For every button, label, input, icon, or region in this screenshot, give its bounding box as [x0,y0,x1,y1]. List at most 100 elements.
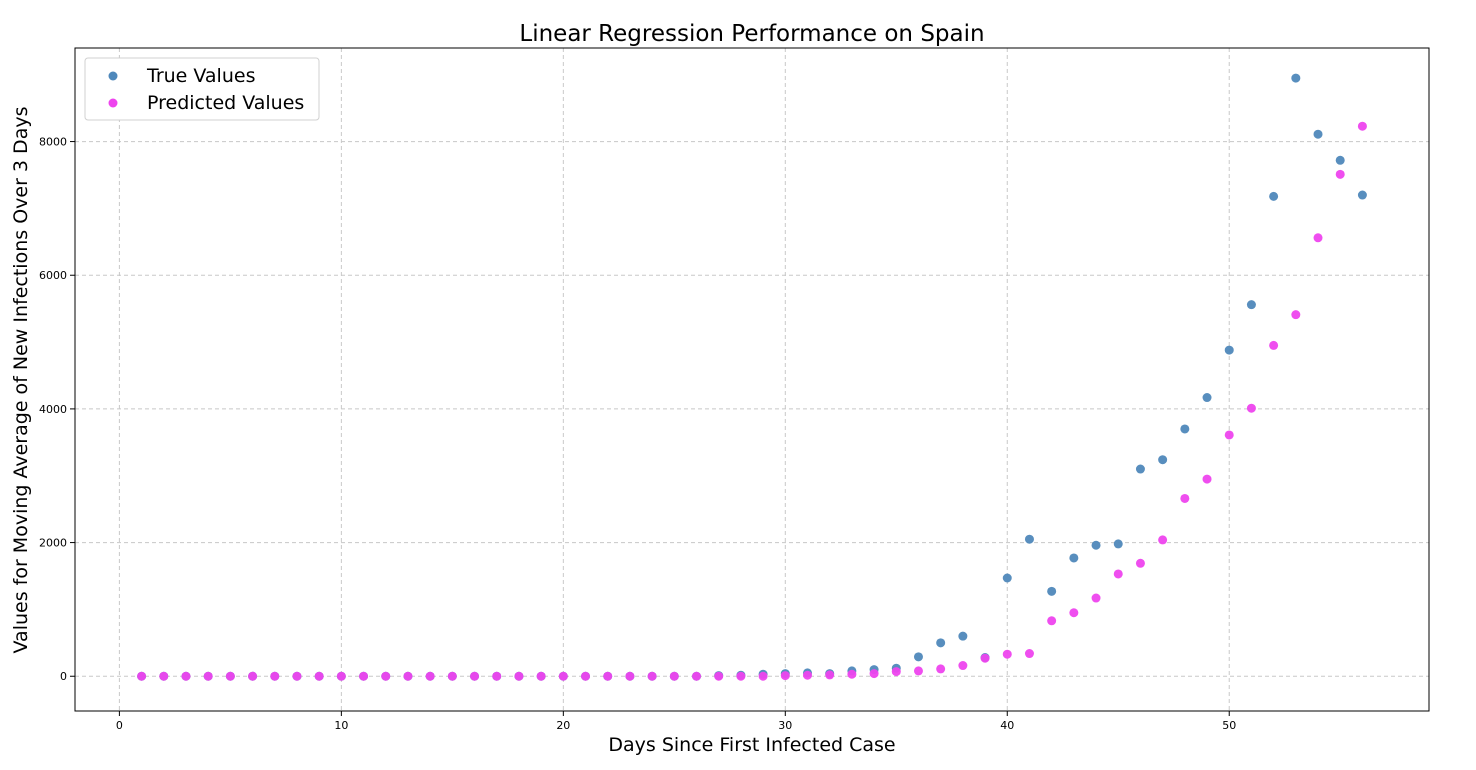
point-predicted-values [403,671,413,681]
point-predicted-values [1313,233,1323,243]
point-predicted-values [1158,535,1168,545]
point-predicted-values [203,671,213,681]
point-predicted-values [248,671,258,681]
point-predicted-values [758,671,768,681]
point-predicted-values [1357,121,1367,131]
chart-title: Linear Regression Performance on Spain [519,21,984,47]
y-tick-label: 8000 [39,136,67,149]
point-predicted-values [1135,558,1145,568]
point-predicted-values [625,671,635,681]
point-true-values [958,631,968,641]
point-predicted-values [181,671,191,681]
legend-marker-true-values [108,71,118,81]
point-predicted-values [1113,569,1123,579]
point-predicted-values [447,671,457,681]
point-predicted-values [958,661,968,671]
x-axis-label: Days Since First Infected Case [608,734,895,756]
axis-ticks: 0 10 20 30 40 50 0 2000 4000 6000 8000 [39,136,1236,732]
point-true-values [1047,586,1057,596]
y-tick-label: 6000 [39,269,67,282]
point-predicted-values [581,671,591,681]
point-predicted-values [137,671,147,681]
y-tick-label: 0 [60,670,67,683]
point-predicted-values [1202,474,1212,484]
point-predicted-values [1069,608,1079,618]
point-predicted-values [891,667,901,677]
point-predicted-values [603,671,613,681]
point-true-values [1357,190,1367,200]
point-predicted-values [1224,430,1234,440]
point-predicted-values [492,671,502,681]
point-true-values [1224,345,1234,355]
point-predicted-values [1002,649,1012,659]
legend: True Values Predicted Values [84,57,320,121]
point-predicted-values [780,671,790,681]
legend-marker-predicted-values [108,98,118,108]
point-predicted-values [381,671,391,681]
point-predicted-values [336,671,346,681]
legend-label-predicted-values: Predicted Values [147,92,304,114]
point-true-values [1158,455,1168,465]
point-true-values [913,652,923,662]
point-predicted-values [736,671,746,681]
x-tick-label: 40 [1000,719,1014,732]
point-predicted-values [292,671,302,681]
y-tick-label: 2000 [39,537,67,550]
point-predicted-values [847,669,857,679]
point-predicted-values [913,666,923,676]
point-true-values [1335,155,1345,165]
point-predicted-values [514,671,524,681]
point-true-values [1091,540,1101,550]
point-predicted-values [470,671,480,681]
legend-label-true-values: True Values [146,65,255,87]
point-predicted-values [980,653,990,663]
legend-box [84,57,320,121]
point-true-values [1113,539,1123,549]
point-predicted-values [692,671,702,681]
x-tick-label: 30 [778,719,792,732]
point-true-values [1135,464,1145,474]
point-predicted-values [1024,649,1034,659]
point-predicted-values [1091,593,1101,603]
point-predicted-values [425,671,435,681]
point-true-values [1069,553,1079,563]
x-tick-label: 50 [1222,719,1236,732]
point-predicted-values [669,671,679,681]
point-predicted-values [159,671,169,681]
x-tick-label: 10 [334,719,348,732]
point-predicted-values [225,671,235,681]
point-predicted-values [1246,403,1256,413]
point-predicted-values [359,671,369,681]
point-predicted-values [1291,310,1301,320]
y-axis-label: Values for Moving Average of New Infecti… [10,107,32,654]
point-predicted-values [1180,493,1190,503]
point-predicted-values [1047,616,1057,626]
point-true-values [1246,300,1256,310]
x-tick-label: 0 [116,719,123,732]
point-predicted-values [1335,169,1345,179]
y-tick-label: 4000 [39,403,67,416]
point-predicted-values [1269,340,1279,350]
point-true-values [1002,573,1012,583]
point-predicted-values [536,671,546,681]
point-true-values [1313,129,1323,139]
point-predicted-values [270,671,280,681]
point-predicted-values [802,670,812,680]
point-true-values [1202,393,1212,403]
point-predicted-values [869,669,879,679]
point-true-values [936,638,946,648]
point-predicted-values [825,670,835,680]
point-predicted-values [314,671,324,681]
point-true-values [1024,534,1034,544]
data-points [137,73,1367,681]
plot-frame [74,47,1430,712]
point-predicted-values [558,671,568,681]
grid [75,48,1429,711]
x-tick-label: 20 [556,719,570,732]
point-true-values [1291,73,1301,83]
point-predicted-values [647,671,657,681]
point-true-values [1269,191,1279,201]
point-predicted-values [936,664,946,674]
point-true-values [1180,424,1190,434]
